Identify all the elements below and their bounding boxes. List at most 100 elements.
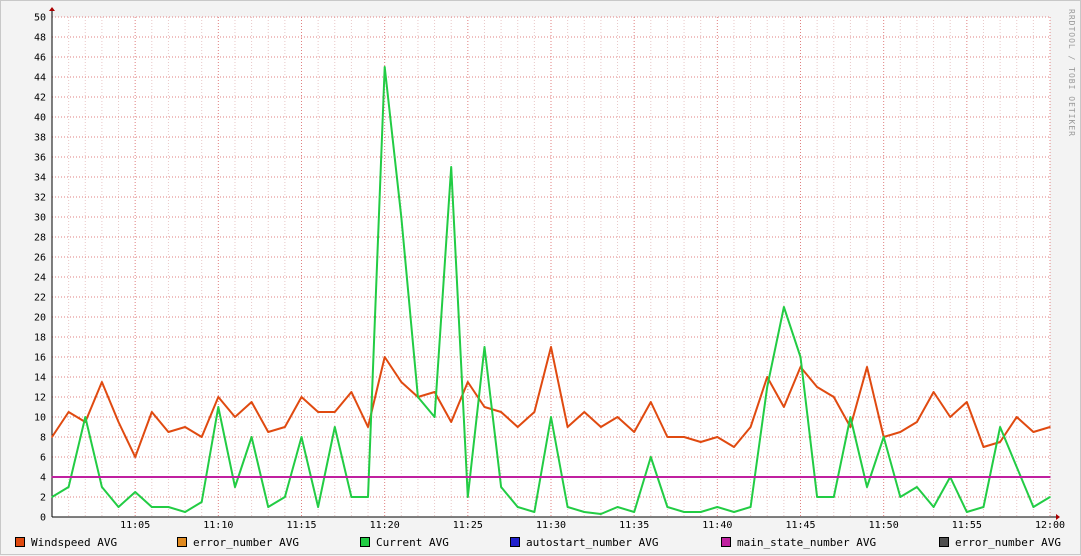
data-point-current-avg	[101, 486, 103, 488]
x-tick-label: 11:25	[453, 520, 483, 531]
data-point-windspeed-avg	[600, 426, 602, 428]
data-point-windspeed-avg	[184, 426, 186, 428]
data-point-current-avg	[184, 511, 186, 513]
data-point-windspeed-avg	[733, 446, 735, 448]
data-point-windspeed-avg	[250, 401, 253, 403]
data-point-current-avg	[367, 496, 369, 498]
data-point-current-avg	[500, 486, 502, 488]
legend-item-windspeed: Windspeed AVG	[15, 534, 117, 550]
data-point-windspeed-avg	[999, 441, 1001, 443]
data-point-windspeed-avg	[1049, 426, 1051, 428]
data-point-main-state-number-avg	[1049, 476, 1051, 478]
y-tick-label: 46	[34, 53, 46, 64]
data-point-windspeed-avg	[234, 416, 236, 418]
y-axis-arrow	[49, 7, 55, 11]
data-point-windspeed-avg	[816, 386, 818, 388]
data-point-current-avg	[516, 506, 519, 508]
y-tick-label: 40	[34, 113, 46, 124]
y-tick-label: 42	[34, 93, 46, 104]
data-point-current-avg	[766, 386, 769, 388]
data-point-windspeed-avg	[932, 391, 935, 393]
data-point-windspeed-avg	[367, 426, 369, 428]
data-point-windspeed-avg	[1032, 431, 1035, 433]
data-point-current-avg	[799, 356, 802, 358]
data-point-windspeed-avg	[666, 436, 669, 438]
legend: Windspeed AVG error_number AVG Current A…	[15, 534, 1075, 550]
data-point-current-avg	[383, 66, 386, 68]
data-point-windspeed-avg	[500, 411, 502, 413]
data-point-windspeed-avg	[134, 456, 136, 458]
data-point-windspeed-avg	[51, 436, 53, 438]
data-point-main-state-number-avg	[51, 476, 53, 478]
legend-label-current: Current AVG	[376, 535, 449, 549]
legend-label-error-number: error_number AVG	[193, 535, 299, 549]
data-point-windspeed-avg	[749, 426, 752, 428]
data-point-windspeed-avg	[683, 436, 685, 438]
data-point-current-avg	[832, 496, 835, 498]
y-tick-label: 26	[34, 253, 46, 264]
y-tick-label: 24	[34, 273, 46, 284]
data-point-current-avg	[200, 501, 203, 503]
data-point-windspeed-avg	[267, 431, 270, 433]
x-tick-label: 11:10	[203, 520, 233, 531]
y-tick-label: 8	[40, 433, 46, 444]
data-point-windspeed-avg	[866, 366, 868, 368]
y-tick-label: 22	[34, 293, 46, 304]
data-point-windspeed-avg	[300, 396, 303, 398]
data-point-current-avg	[467, 496, 469, 498]
data-point-current-avg	[167, 506, 170, 508]
data-point-current-avg	[1049, 496, 1051, 498]
data-point-current-avg	[234, 486, 236, 488]
data-point-windspeed-avg	[899, 431, 902, 433]
data-point-windspeed-avg	[200, 436, 203, 438]
data-point-windspeed-avg	[766, 376, 769, 378]
data-point-current-avg	[666, 506, 669, 508]
data-point-windspeed-avg	[167, 431, 170, 433]
data-point-current-avg	[899, 496, 902, 498]
x-tick-label: 12:00	[1035, 520, 1065, 531]
data-point-current-avg	[566, 506, 569, 508]
data-point-windspeed-avg	[516, 426, 519, 428]
data-point-windspeed-avg	[550, 346, 552, 348]
legend-swatch-error-number-2	[939, 537, 949, 547]
data-point-windspeed-avg	[699, 441, 702, 443]
data-point-windspeed-avg	[101, 381, 103, 383]
data-point-windspeed-avg	[966, 401, 968, 403]
legend-swatch-autostart-number	[510, 537, 520, 547]
legend-item-current: Current AVG	[360, 534, 449, 550]
data-point-windspeed-avg	[67, 411, 70, 413]
legend-item-error-number: error_number AVG	[177, 534, 299, 550]
data-point-windspeed-avg	[633, 431, 635, 433]
data-point-current-avg	[650, 456, 652, 458]
data-point-windspeed-avg	[1015, 416, 1018, 418]
legend-swatch-error-number	[177, 537, 187, 547]
data-point-windspeed-avg	[450, 421, 453, 423]
data-point-windspeed-avg	[583, 411, 586, 413]
data-point-windspeed-avg	[467, 381, 469, 383]
data-point-windspeed-avg	[333, 411, 336, 413]
data-point-current-avg	[982, 506, 985, 508]
data-point-windspeed-avg	[849, 426, 852, 428]
data-point-windspeed-avg	[433, 391, 436, 393]
data-point-current-avg	[151, 506, 153, 508]
y-tick-label: 44	[34, 73, 46, 84]
data-point-current-avg	[350, 496, 353, 498]
data-point-current-avg	[550, 416, 552, 418]
y-tick-label: 18	[34, 333, 46, 344]
y-tick-label: 20	[34, 313, 46, 324]
y-tick-label: 38	[34, 133, 46, 144]
data-point-current-avg	[483, 346, 486, 348]
data-point-windspeed-avg	[949, 416, 951, 418]
data-point-current-avg	[1032, 506, 1035, 508]
data-point-windspeed-avg	[483, 406, 486, 408]
data-point-windspeed-avg	[716, 436, 719, 438]
y-tick-label: 34	[34, 173, 46, 184]
legend-item-autostart-number: autostart_number AVG	[510, 534, 658, 550]
data-point-current-avg	[333, 426, 336, 428]
x-tick-label: 11:45	[785, 520, 815, 531]
data-point-current-avg	[217, 406, 220, 408]
data-point-current-avg	[633, 511, 635, 513]
data-point-windspeed-avg	[151, 411, 153, 413]
y-tick-label: 48	[34, 33, 46, 44]
